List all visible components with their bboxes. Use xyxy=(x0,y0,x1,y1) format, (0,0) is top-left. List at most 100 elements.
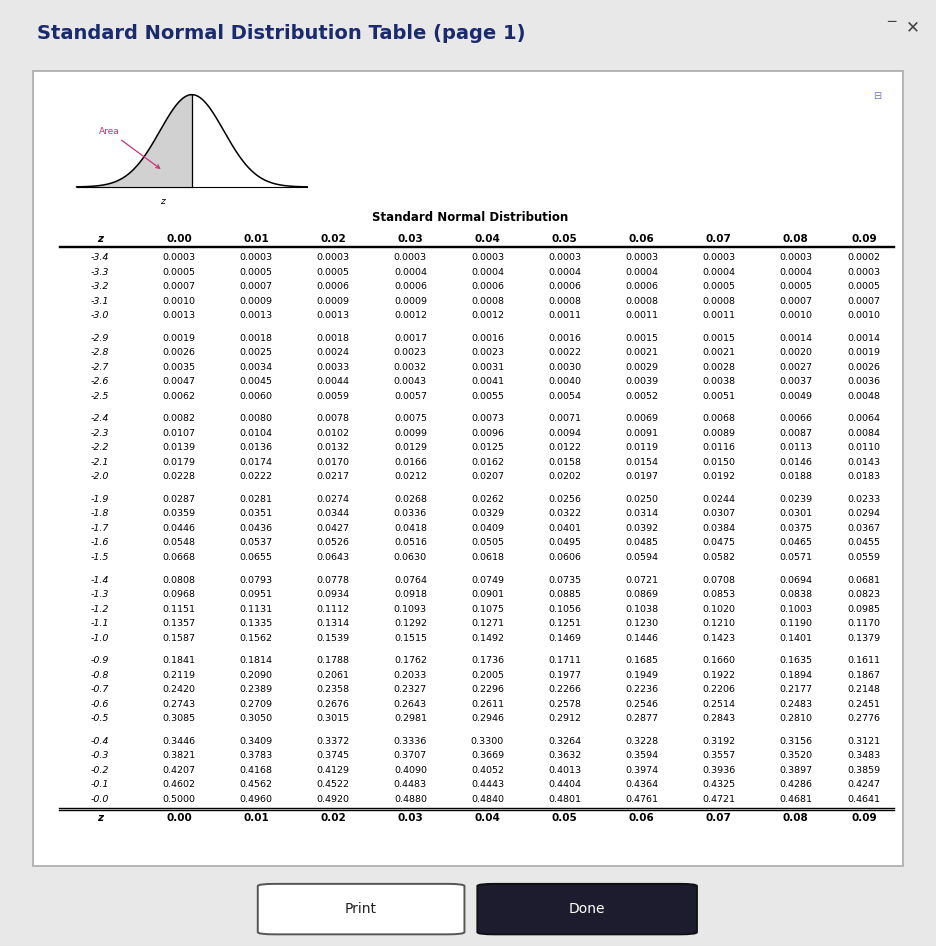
Text: 0.0119: 0.0119 xyxy=(625,444,658,452)
Text: 0.0268: 0.0268 xyxy=(394,495,427,504)
Text: 0.1075: 0.1075 xyxy=(471,604,504,614)
Text: 0.0009: 0.0009 xyxy=(240,297,272,306)
Text: 0.0071: 0.0071 xyxy=(548,414,581,423)
Text: 0.3707: 0.3707 xyxy=(394,751,427,761)
Text: 0.0011: 0.0011 xyxy=(702,311,735,320)
Text: 0.0032: 0.0032 xyxy=(394,362,427,372)
Text: 0.0681: 0.0681 xyxy=(848,575,881,585)
Text: 0.0104: 0.0104 xyxy=(240,429,272,438)
Text: 0.3372: 0.3372 xyxy=(316,737,350,745)
Text: 0.06: 0.06 xyxy=(629,234,654,243)
Text: 0.1762: 0.1762 xyxy=(394,657,427,665)
Text: 0.0107: 0.0107 xyxy=(163,429,196,438)
Text: 0.0344: 0.0344 xyxy=(316,510,350,518)
Text: 0.0708: 0.0708 xyxy=(702,575,735,585)
Text: 0.0013: 0.0013 xyxy=(163,311,196,320)
Text: 0.3015: 0.3015 xyxy=(316,714,350,724)
Text: 0.0526: 0.0526 xyxy=(316,538,350,548)
Text: Standard Normal Distribution: Standard Normal Distribution xyxy=(373,211,568,224)
Text: -1.7: -1.7 xyxy=(91,524,110,533)
Text: 0.0010: 0.0010 xyxy=(780,311,812,320)
Text: 0.1038: 0.1038 xyxy=(625,604,658,614)
Text: 0.1379: 0.1379 xyxy=(848,634,881,642)
Text: 0.0233: 0.0233 xyxy=(848,495,881,504)
Text: 0.0202: 0.0202 xyxy=(548,472,581,482)
Text: 0.2266: 0.2266 xyxy=(548,685,581,694)
Text: 0.0089: 0.0089 xyxy=(702,429,735,438)
Text: 0.0016: 0.0016 xyxy=(548,334,581,342)
Text: 0.1949: 0.1949 xyxy=(625,671,658,679)
Text: 0.0495: 0.0495 xyxy=(548,538,581,548)
Text: 0.0143: 0.0143 xyxy=(848,458,881,467)
Text: 0.1292: 0.1292 xyxy=(394,619,427,628)
Text: 0.2483: 0.2483 xyxy=(780,700,812,709)
Text: 0.0052: 0.0052 xyxy=(625,392,658,401)
Text: z: z xyxy=(97,813,103,823)
Text: 0.0047: 0.0047 xyxy=(163,377,196,386)
Text: 0.0012: 0.0012 xyxy=(471,311,504,320)
Text: 0.1056: 0.1056 xyxy=(548,604,581,614)
Text: 0.4483: 0.4483 xyxy=(394,780,427,789)
Text: -1.4: -1.4 xyxy=(91,575,110,585)
Text: 0.4247: 0.4247 xyxy=(848,780,881,789)
Text: 0.0239: 0.0239 xyxy=(780,495,812,504)
Text: 0.0465: 0.0465 xyxy=(780,538,812,548)
Text: 0.1492: 0.1492 xyxy=(471,634,504,642)
Text: 0.0014: 0.0014 xyxy=(848,334,881,342)
Text: 0.1539: 0.1539 xyxy=(316,634,350,642)
Text: 0.1314: 0.1314 xyxy=(316,619,350,628)
Text: 0.0005: 0.0005 xyxy=(702,282,735,291)
Text: 0.0003: 0.0003 xyxy=(394,254,427,262)
Text: 0.0059: 0.0059 xyxy=(316,392,350,401)
Text: 0.1093: 0.1093 xyxy=(394,604,427,614)
Text: 0.1423: 0.1423 xyxy=(702,634,736,642)
Text: 0.0301: 0.0301 xyxy=(780,510,812,518)
Text: 0.0021: 0.0021 xyxy=(702,348,735,358)
Text: 0.3050: 0.3050 xyxy=(240,714,272,724)
Text: 0.0004: 0.0004 xyxy=(625,268,658,276)
Text: 0.0582: 0.0582 xyxy=(702,553,735,562)
Text: -0.6: -0.6 xyxy=(91,700,110,709)
Text: 0.0384: 0.0384 xyxy=(702,524,736,533)
Text: 0.06: 0.06 xyxy=(629,813,654,823)
Text: 0.0004: 0.0004 xyxy=(702,268,735,276)
Text: 0.07: 0.07 xyxy=(706,813,732,823)
Text: 0.0005: 0.0005 xyxy=(780,282,812,291)
Text: 0.2090: 0.2090 xyxy=(240,671,272,679)
Text: -2.2: -2.2 xyxy=(91,444,110,452)
Text: 0.0016: 0.0016 xyxy=(471,334,504,342)
Text: 0.4681: 0.4681 xyxy=(780,795,812,804)
Text: 0.0869: 0.0869 xyxy=(625,590,658,599)
Text: 0.4641: 0.4641 xyxy=(848,795,881,804)
Text: 0.1736: 0.1736 xyxy=(471,657,504,665)
Text: 0.0668: 0.0668 xyxy=(163,553,196,562)
Text: 0.07: 0.07 xyxy=(706,234,732,243)
Text: -3.1: -3.1 xyxy=(91,297,110,306)
Text: 0.08: 0.08 xyxy=(782,813,809,823)
Text: 0.05: 0.05 xyxy=(551,813,578,823)
Text: 0.0721: 0.0721 xyxy=(625,575,658,585)
Text: 0.0006: 0.0006 xyxy=(548,282,581,291)
Text: 0.3121: 0.3121 xyxy=(848,737,881,745)
Text: 0.1170: 0.1170 xyxy=(848,619,881,628)
Text: 0.0036: 0.0036 xyxy=(848,377,881,386)
Text: Print: Print xyxy=(345,902,377,916)
Text: 0.0099: 0.0099 xyxy=(394,429,427,438)
Text: 0.0307: 0.0307 xyxy=(702,510,736,518)
Text: 0.0009: 0.0009 xyxy=(316,297,350,306)
Text: 0.4129: 0.4129 xyxy=(316,766,350,775)
Text: 0.0359: 0.0359 xyxy=(163,510,196,518)
Text: 0.1190: 0.1190 xyxy=(780,619,812,628)
Text: 0.4286: 0.4286 xyxy=(780,780,812,789)
Text: 0.0051: 0.0051 xyxy=(702,392,735,401)
Text: 0.0146: 0.0146 xyxy=(780,458,812,467)
Text: 0.3300: 0.3300 xyxy=(471,737,505,745)
Text: 0.0038: 0.0038 xyxy=(702,377,736,386)
Text: 0.2810: 0.2810 xyxy=(780,714,812,724)
Text: 0.0005: 0.0005 xyxy=(848,282,881,291)
Text: ✕: ✕ xyxy=(906,19,919,37)
Text: 0.4761: 0.4761 xyxy=(625,795,658,804)
Text: 0.1020: 0.1020 xyxy=(702,604,735,614)
Text: 0.0606: 0.0606 xyxy=(548,553,581,562)
Text: 0.04: 0.04 xyxy=(475,234,501,243)
